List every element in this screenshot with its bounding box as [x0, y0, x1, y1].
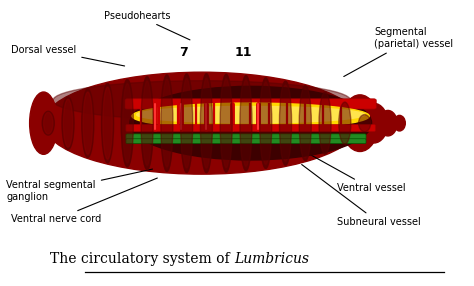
Ellipse shape: [121, 80, 133, 167]
FancyBboxPatch shape: [126, 139, 366, 144]
Text: 7: 7: [179, 46, 188, 59]
Ellipse shape: [161, 75, 173, 171]
Ellipse shape: [201, 74, 212, 173]
Ellipse shape: [132, 103, 369, 129]
Text: 11: 11: [235, 46, 252, 59]
Ellipse shape: [83, 92, 92, 154]
Ellipse shape: [260, 78, 272, 168]
Ellipse shape: [103, 87, 112, 159]
Ellipse shape: [202, 78, 211, 168]
Ellipse shape: [299, 86, 311, 160]
Ellipse shape: [161, 75, 173, 171]
Text: Subneural vessel: Subneural vessel: [301, 164, 420, 227]
Ellipse shape: [44, 72, 360, 174]
Ellipse shape: [123, 84, 132, 163]
Ellipse shape: [360, 103, 388, 143]
Ellipse shape: [299, 86, 311, 160]
Ellipse shape: [379, 110, 397, 136]
Ellipse shape: [358, 115, 371, 132]
Ellipse shape: [181, 74, 193, 172]
Ellipse shape: [121, 80, 133, 167]
Text: Ventral vessel: Ventral vessel: [302, 150, 405, 193]
Ellipse shape: [240, 76, 252, 171]
Ellipse shape: [320, 95, 330, 151]
Text: Pseudohearts: Pseudohearts: [104, 11, 190, 40]
Ellipse shape: [319, 92, 331, 154]
Ellipse shape: [62, 97, 74, 150]
Ellipse shape: [358, 115, 371, 132]
Ellipse shape: [261, 82, 270, 164]
Ellipse shape: [137, 106, 365, 123]
Ellipse shape: [360, 116, 369, 131]
Ellipse shape: [53, 81, 351, 120]
Ellipse shape: [341, 95, 379, 152]
Ellipse shape: [141, 77, 153, 170]
Ellipse shape: [130, 86, 372, 160]
Ellipse shape: [241, 80, 251, 166]
Ellipse shape: [182, 79, 191, 168]
Ellipse shape: [240, 76, 252, 171]
Ellipse shape: [319, 92, 331, 154]
Text: Ventral nerve cord: Ventral nerve cord: [11, 178, 157, 225]
Ellipse shape: [220, 74, 232, 172]
Ellipse shape: [162, 80, 172, 167]
FancyBboxPatch shape: [125, 99, 376, 109]
Ellipse shape: [82, 89, 94, 158]
Ellipse shape: [143, 81, 152, 165]
Ellipse shape: [101, 84, 114, 163]
Ellipse shape: [141, 77, 153, 170]
Ellipse shape: [394, 115, 405, 131]
Text: The circulatory system of: The circulatory system of: [50, 252, 234, 266]
Text: Dorsal vessel: Dorsal vessel: [11, 45, 125, 66]
Ellipse shape: [301, 89, 310, 157]
Ellipse shape: [339, 102, 351, 144]
Text: Segmental
(parietal) vessel: Segmental (parietal) vessel: [344, 27, 453, 77]
Ellipse shape: [30, 92, 57, 154]
Ellipse shape: [201, 74, 212, 173]
Ellipse shape: [281, 85, 290, 161]
FancyBboxPatch shape: [126, 125, 375, 131]
Ellipse shape: [44, 112, 53, 134]
Ellipse shape: [221, 79, 231, 168]
Ellipse shape: [340, 104, 349, 142]
Ellipse shape: [339, 102, 351, 144]
Ellipse shape: [280, 81, 292, 165]
Ellipse shape: [260, 78, 272, 168]
Text: Ventral segmental
ganglion: Ventral segmental ganglion: [6, 169, 153, 202]
Ellipse shape: [181, 74, 193, 172]
Ellipse shape: [280, 81, 292, 165]
Ellipse shape: [64, 99, 73, 147]
Text: Lumbricus: Lumbricus: [234, 252, 310, 266]
Ellipse shape: [42, 111, 55, 135]
Ellipse shape: [220, 74, 232, 172]
FancyBboxPatch shape: [126, 134, 366, 139]
